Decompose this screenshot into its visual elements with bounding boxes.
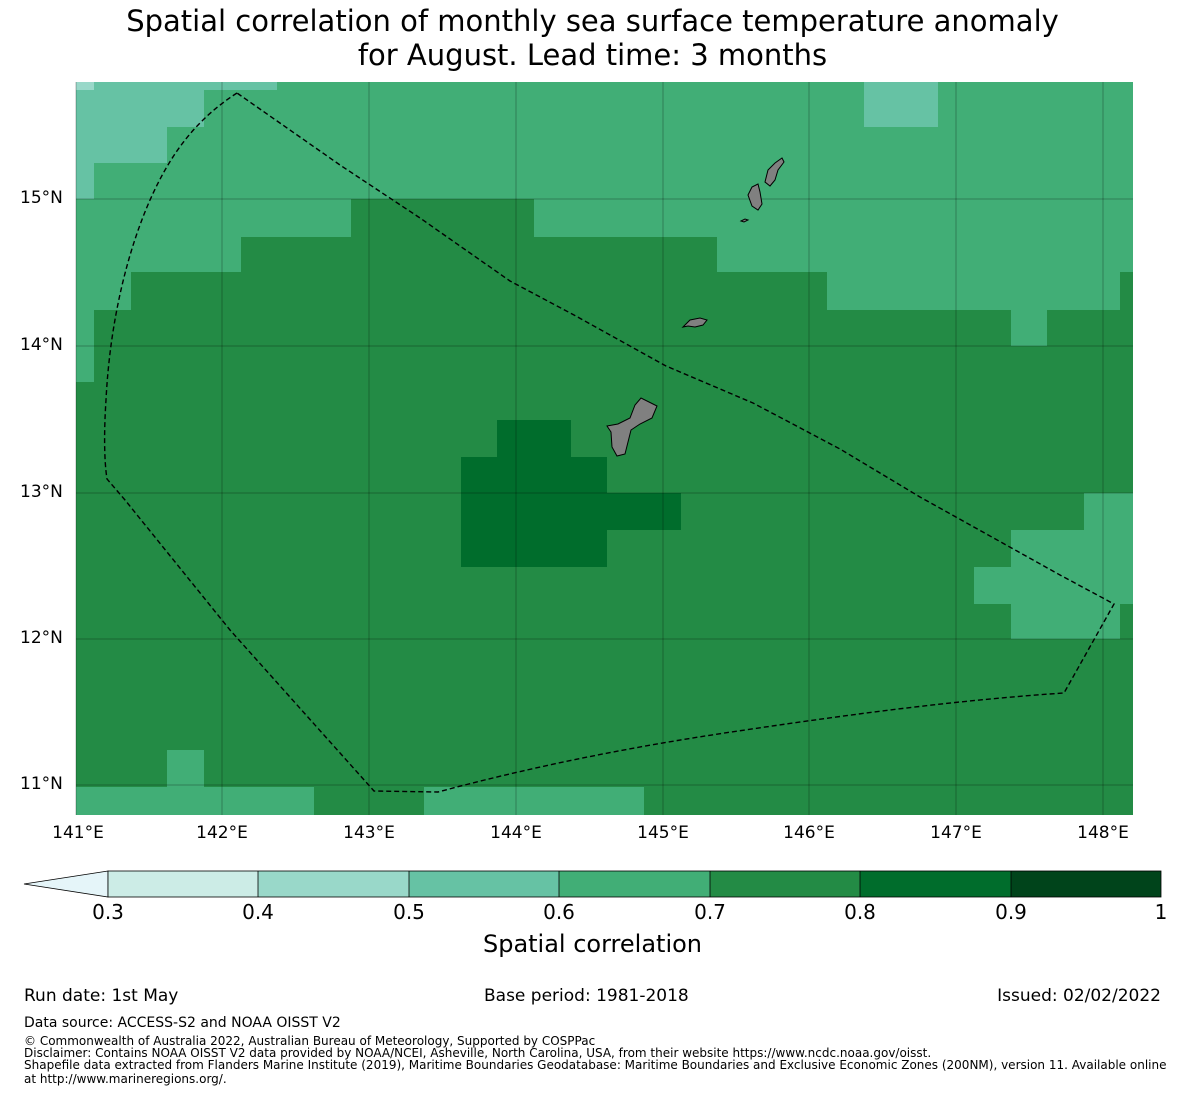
colorbar-extend-arrow (23, 870, 109, 898)
disclaimer: Disclaimer: Contains NOAA OISST V2 data … (24, 1046, 932, 1060)
colorbar-dividers (257, 871, 1012, 897)
colorbar-tick-0.3: 0.3 (92, 900, 124, 924)
lon-label-143E: 143°E (343, 823, 395, 843)
lat-label-13N: 13°N (20, 482, 63, 502)
lon-label-144E: 144°E (490, 823, 542, 843)
lon-label-142E: 142°E (196, 823, 248, 843)
lon-label-146E: 146°E (783, 823, 835, 843)
lat-label-12N: 12°N (20, 628, 63, 648)
colorbar-tick-0.5: 0.5 (393, 900, 425, 924)
lon-label-148E: 148°E (1077, 823, 1129, 843)
issued-date: Issued: 02/02/2022 (997, 986, 1161, 1006)
colorbar-tick-1: 1 (1154, 900, 1168, 924)
colorbar-segment-0.7-0.8 (710, 871, 860, 897)
correlation-cells (76, 82, 1133, 815)
eez-boundary (103, 92, 1115, 793)
region-0.5-0.6-northeast (864, 82, 938, 127)
colorbar-tick-0.8: 0.8 (844, 900, 876, 924)
region-0.8-0.9-central (461, 420, 681, 567)
island-tinian (747, 183, 763, 211)
island-guam (606, 397, 658, 457)
region-0.6-0.7-east (974, 493, 1133, 639)
region-0.6-0.7-south-1 (76, 787, 314, 815)
lon-label-145E: 145°E (637, 823, 689, 843)
colorbar-segment-0.6-0.7 (559, 871, 710, 897)
colorbar-segment-0.4-0.5 (258, 871, 409, 897)
colorbar-segment-0.5-0.6 (409, 871, 559, 897)
colorbar-segment-0.8-0.9 (860, 871, 1011, 897)
run-date: Run date: 1st May (24, 986, 179, 1006)
colorbar-outline (107, 870, 1162, 898)
title-line-1: Spatial correlation of monthly sea surfa… (126, 4, 1059, 38)
shapefile-credit: Shapefile data extracted from Flanders M… (24, 1058, 1167, 1086)
colorbar-tick-0.4: 0.4 (242, 900, 274, 924)
colorbar-tick-0.7: 0.7 (694, 900, 726, 924)
region-0.6-0.7-south-2 (167, 750, 204, 787)
island-saipan (764, 157, 785, 187)
base-period: Base period: 1981-2018 (484, 986, 689, 1006)
copyright-notice: © Commonwealth of Australia 2022, Austra… (24, 1034, 596, 1048)
colorbar-tick-0.6: 0.6 (543, 900, 575, 924)
colorbar-segment-0.9-1 (1011, 871, 1161, 897)
colorbar (23, 870, 1162, 898)
lon-label-141E: 141°E (52, 823, 104, 843)
region-0.6-0.7-south-3 (424, 787, 644, 815)
region-0.5-0.6-northwest (76, 82, 277, 199)
lat-label-15N: 15°N (20, 188, 63, 208)
region-0.4-0.5-corner (76, 82, 94, 90)
land (606, 157, 785, 457)
data-source: Data source: ACCESS-S2 and NOAA OISST V2 (24, 1015, 341, 1031)
correlation-map (75, 82, 1133, 815)
colorbar-tick-0.9: 0.9 (995, 900, 1027, 924)
island-aguijan (739, 218, 750, 223)
lon-label-147E: 147°E (930, 823, 982, 843)
lat-label-11N: 11°N (20, 774, 63, 794)
title-line-2: for August. Lead time: 3 months (357, 38, 828, 72)
chart-title: Spatial correlation of monthly sea surfa… (0, 4, 1185, 72)
island-rota (681, 317, 708, 328)
lat-label-14N: 14°N (20, 335, 63, 355)
region-0.6-0.7-north (76, 82, 1133, 382)
colorbar-segment-0.3-0.4 (108, 871, 258, 897)
graticule (75, 82, 1133, 815)
colorbar-title: Spatial correlation (482, 930, 703, 958)
